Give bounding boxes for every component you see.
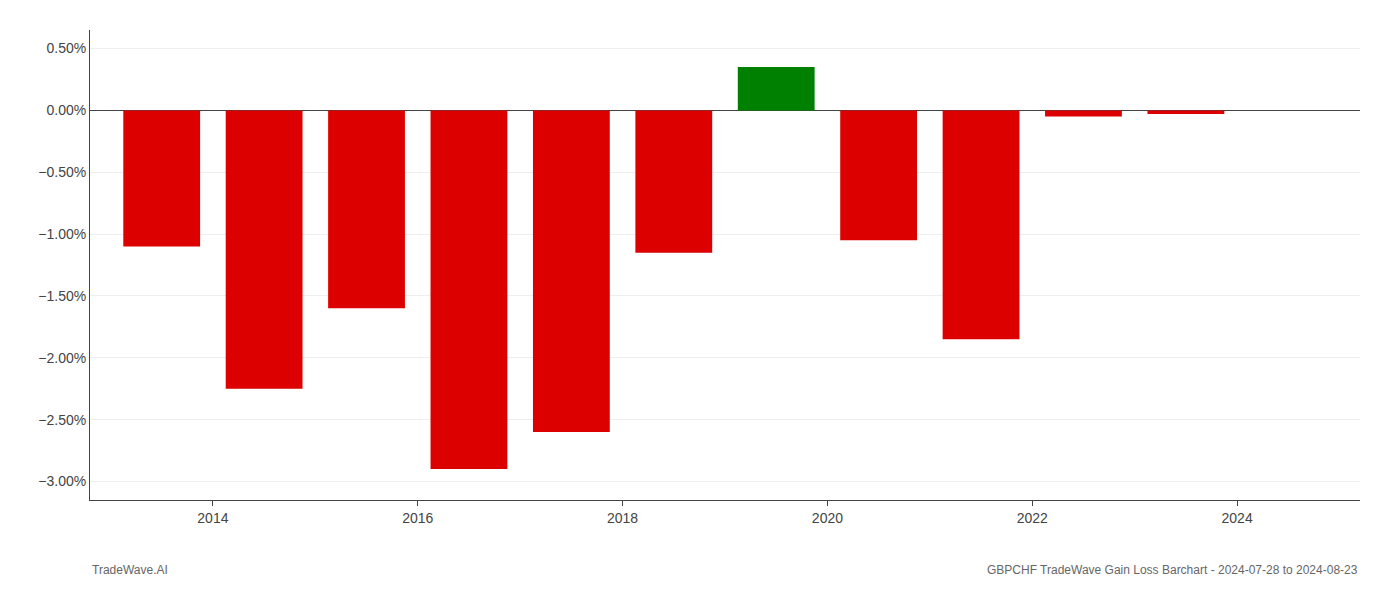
svg-text:0.00%: 0.00% — [46, 102, 86, 118]
svg-text:−2.50%: −2.50% — [38, 412, 86, 428]
svg-text:−2.00%: −2.00% — [38, 350, 86, 366]
svg-text:−1.00%: −1.00% — [38, 226, 86, 242]
svg-text:2016: 2016 — [402, 510, 433, 526]
svg-text:2024: 2024 — [1222, 510, 1253, 526]
svg-text:0.50%: 0.50% — [46, 40, 86, 56]
svg-text:2014: 2014 — [197, 510, 228, 526]
svg-text:−0.50%: −0.50% — [38, 164, 86, 180]
svg-text:−3.00%: −3.00% — [38, 473, 86, 489]
svg-text:2018: 2018 — [607, 510, 638, 526]
svg-text:2020: 2020 — [812, 510, 843, 526]
svg-text:2022: 2022 — [1017, 510, 1048, 526]
svg-text:TradeWave.AI: TradeWave.AI — [92, 563, 168, 577]
svg-text:−1.50%: −1.50% — [38, 288, 86, 304]
svg-text:GBPCHF TradeWave Gain Loss Bar: GBPCHF TradeWave Gain Loss Barchart - 20… — [987, 563, 1358, 577]
